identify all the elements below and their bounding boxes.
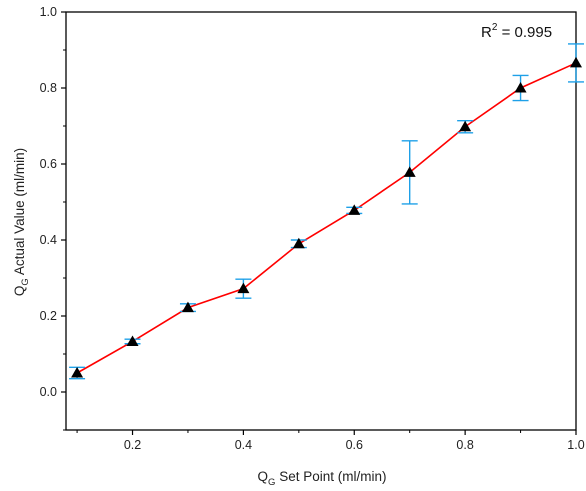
y-tick-label: 0.8 (40, 81, 57, 95)
data-point (237, 282, 250, 294)
x-axis-title: QG Set Point (ml/min) (258, 469, 387, 488)
y-tick-label: 0.0 (40, 385, 57, 399)
chart-series (69, 43, 584, 380)
y-tick-label: 0.2 (40, 309, 57, 323)
x-tick-label: 0.4 (235, 438, 252, 452)
data-point (403, 166, 416, 177)
chart-axes: 0.2 0.4 0.6 0.8 1.0 0.0 0.2 0.4 0.6 0.8 1.0 (40, 5, 585, 452)
data-point (292, 237, 305, 249)
data-point (514, 82, 527, 93)
series-line (76, 62, 577, 374)
y-tick-label: 0.4 (40, 233, 57, 247)
x-tick-label: 1.0 (567, 438, 584, 452)
data-point (181, 301, 194, 313)
x-tick-label: 0.2 (124, 438, 141, 452)
y-axis-title: QG Actual Value (ml/min) (12, 148, 31, 296)
r-squared-annotation: R2 = 0.995 (481, 22, 552, 41)
x-tick-label: 0.6 (346, 438, 363, 452)
data-point (348, 204, 361, 215)
data-point (71, 367, 84, 378)
x-tick-label: 0.8 (456, 438, 473, 452)
data-point (459, 120, 472, 132)
y-tick-label: 1.0 (40, 5, 57, 19)
data-point (570, 56, 582, 68)
plot-frame (65, 11, 577, 431)
data-point (126, 335, 139, 346)
y-tick-label: 0.6 (40, 157, 57, 171)
